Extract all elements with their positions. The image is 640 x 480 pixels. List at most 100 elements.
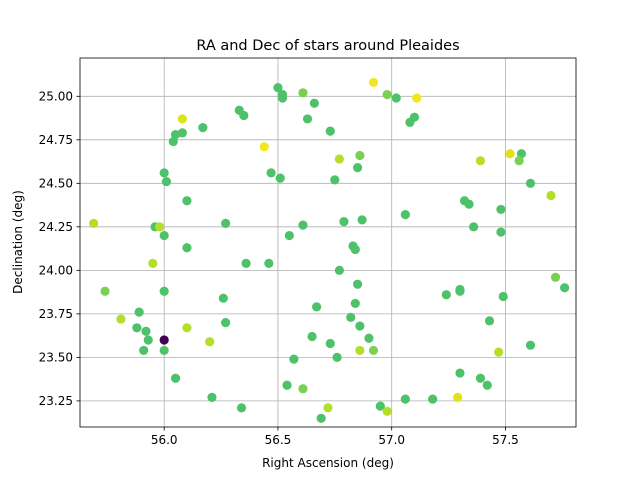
data-point bbox=[325, 126, 335, 136]
data-point bbox=[484, 316, 495, 326]
data-point bbox=[364, 333, 374, 343]
data-points bbox=[89, 77, 570, 423]
data-point bbox=[282, 380, 292, 390]
data-point bbox=[355, 345, 365, 356]
y-tick-label: 24.25 bbox=[39, 220, 73, 234]
data-point bbox=[505, 149, 515, 159]
data-point bbox=[428, 394, 438, 404]
data-point bbox=[496, 227, 506, 237]
grid-lines bbox=[80, 58, 576, 427]
data-point bbox=[525, 178, 536, 188]
x-tick-label: 57.0 bbox=[378, 433, 405, 447]
data-point bbox=[525, 340, 536, 350]
data-point bbox=[455, 286, 465, 296]
data-point bbox=[198, 123, 208, 133]
data-point bbox=[350, 244, 360, 255]
data-point bbox=[382, 89, 392, 100]
data-point bbox=[239, 110, 249, 121]
plot-frame bbox=[79, 57, 577, 428]
y-axis-ticks: 23.25 23.50 23.75 24.00 24.25 24.50 24.75 25.00 bbox=[39, 90, 80, 408]
y-tick-label: 23.75 bbox=[39, 307, 73, 321]
data-point bbox=[139, 345, 149, 356]
data-point bbox=[170, 373, 181, 383]
data-point bbox=[482, 380, 492, 390]
data-point bbox=[159, 230, 169, 241]
data-point bbox=[475, 373, 486, 383]
y-tick-label: 23.50 bbox=[39, 351, 73, 365]
data-point bbox=[170, 129, 181, 140]
data-point bbox=[382, 406, 392, 416]
data-point bbox=[116, 314, 126, 324]
data-point bbox=[159, 335, 169, 345]
data-point bbox=[496, 204, 506, 215]
data-point bbox=[159, 345, 169, 356]
data-point bbox=[289, 354, 299, 364]
data-point bbox=[352, 163, 363, 173]
data-point bbox=[100, 286, 110, 296]
data-point bbox=[405, 117, 415, 128]
data-point bbox=[412, 93, 422, 103]
data-point bbox=[182, 196, 192, 206]
data-point bbox=[475, 156, 486, 166]
data-point bbox=[323, 403, 333, 413]
data-point bbox=[464, 199, 474, 209]
data-point bbox=[455, 368, 465, 378]
data-point bbox=[312, 302, 322, 312]
y-tick-label: 24.75 bbox=[39, 133, 73, 147]
data-point bbox=[453, 392, 463, 403]
y-tick-label: 24.00 bbox=[39, 264, 73, 278]
data-point bbox=[346, 312, 356, 322]
data-point bbox=[182, 323, 192, 333]
data-point bbox=[325, 338, 335, 349]
data-point bbox=[89, 218, 99, 228]
data-point bbox=[266, 168, 276, 178]
y-tick-label: 25.00 bbox=[39, 90, 73, 104]
y-tick-label: 23.25 bbox=[39, 394, 73, 408]
data-point bbox=[334, 265, 344, 275]
x-axis-label: Right Ascension (deg) bbox=[262, 456, 394, 470]
data-point bbox=[355, 150, 365, 161]
data-point bbox=[259, 142, 269, 152]
data-point bbox=[368, 77, 379, 87]
x-axis-ticks: 56.0 56.5 57.0 57.5 bbox=[151, 427, 519, 447]
data-point bbox=[273, 82, 283, 93]
data-point bbox=[141, 326, 151, 336]
data-point bbox=[332, 352, 342, 362]
data-point bbox=[550, 272, 561, 282]
data-point bbox=[132, 323, 142, 333]
data-point bbox=[159, 286, 169, 296]
data-point bbox=[284, 230, 294, 241]
data-point bbox=[316, 413, 326, 423]
data-point bbox=[221, 218, 231, 228]
data-point bbox=[177, 114, 187, 124]
data-point bbox=[516, 149, 526, 159]
data-point bbox=[494, 347, 504, 357]
data-point bbox=[400, 394, 410, 404]
data-point bbox=[275, 173, 285, 183]
y-axis-label: Declination (deg) bbox=[11, 190, 25, 294]
data-point bbox=[391, 93, 401, 103]
data-point bbox=[514, 156, 524, 166]
data-point bbox=[339, 217, 349, 227]
data-point bbox=[143, 335, 153, 345]
data-point bbox=[307, 331, 317, 342]
data-point bbox=[368, 345, 379, 356]
data-point bbox=[352, 279, 363, 289]
x-tick-label: 57.5 bbox=[492, 433, 519, 447]
data-point bbox=[221, 317, 231, 328]
data-point bbox=[469, 222, 479, 232]
data-point bbox=[218, 293, 228, 303]
data-point bbox=[161, 176, 172, 187]
data-point bbox=[357, 215, 367, 225]
data-point bbox=[400, 210, 410, 220]
x-tick-label: 56.5 bbox=[265, 433, 292, 447]
data-point bbox=[302, 114, 313, 124]
data-point bbox=[298, 220, 308, 230]
data-point bbox=[134, 307, 144, 317]
data-point bbox=[309, 98, 319, 108]
data-point bbox=[560, 283, 570, 293]
data-point bbox=[441, 290, 451, 300]
data-point bbox=[205, 337, 215, 347]
data-point bbox=[168, 136, 178, 147]
chart-title: RA and Dec of stars around Pleaides bbox=[196, 38, 459, 54]
